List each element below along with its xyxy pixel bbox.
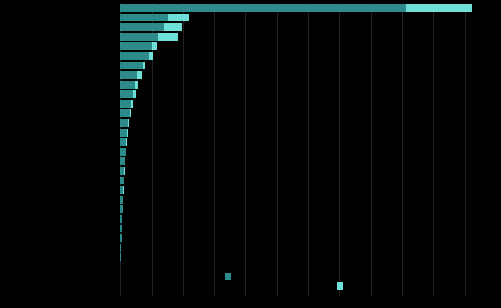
Bar <box>133 90 136 98</box>
Bar <box>143 62 145 69</box>
Bar <box>120 186 123 194</box>
Bar <box>128 119 129 127</box>
Bar <box>406 4 472 12</box>
Bar <box>337 282 343 290</box>
Bar <box>120 244 121 252</box>
Bar <box>120 14 168 21</box>
Bar <box>131 100 133 108</box>
Bar <box>225 273 231 280</box>
Bar <box>120 62 143 69</box>
Bar <box>120 23 164 31</box>
Bar <box>120 176 124 184</box>
Bar <box>168 14 189 21</box>
Bar <box>130 109 131 117</box>
Bar <box>120 100 131 108</box>
Bar <box>120 109 130 117</box>
Bar <box>120 52 149 60</box>
Bar <box>158 33 178 41</box>
Bar <box>152 42 157 50</box>
Bar <box>120 215 122 223</box>
Bar <box>120 138 126 146</box>
Bar <box>126 138 127 146</box>
Bar <box>120 253 121 261</box>
Bar <box>120 196 123 204</box>
Bar <box>120 81 135 89</box>
Bar <box>120 90 133 98</box>
Bar <box>120 234 122 242</box>
Bar <box>137 71 142 79</box>
Bar <box>120 119 128 127</box>
Bar <box>120 33 158 41</box>
Bar <box>164 23 182 31</box>
Bar <box>135 81 138 89</box>
Bar <box>120 4 406 12</box>
Bar <box>120 71 137 79</box>
Bar <box>120 225 122 233</box>
Bar <box>149 52 153 60</box>
Bar <box>120 157 125 165</box>
Bar <box>120 205 123 213</box>
Bar <box>120 42 152 50</box>
Bar <box>120 148 126 156</box>
Bar <box>120 129 127 136</box>
Bar <box>127 129 128 136</box>
Bar <box>120 167 124 175</box>
